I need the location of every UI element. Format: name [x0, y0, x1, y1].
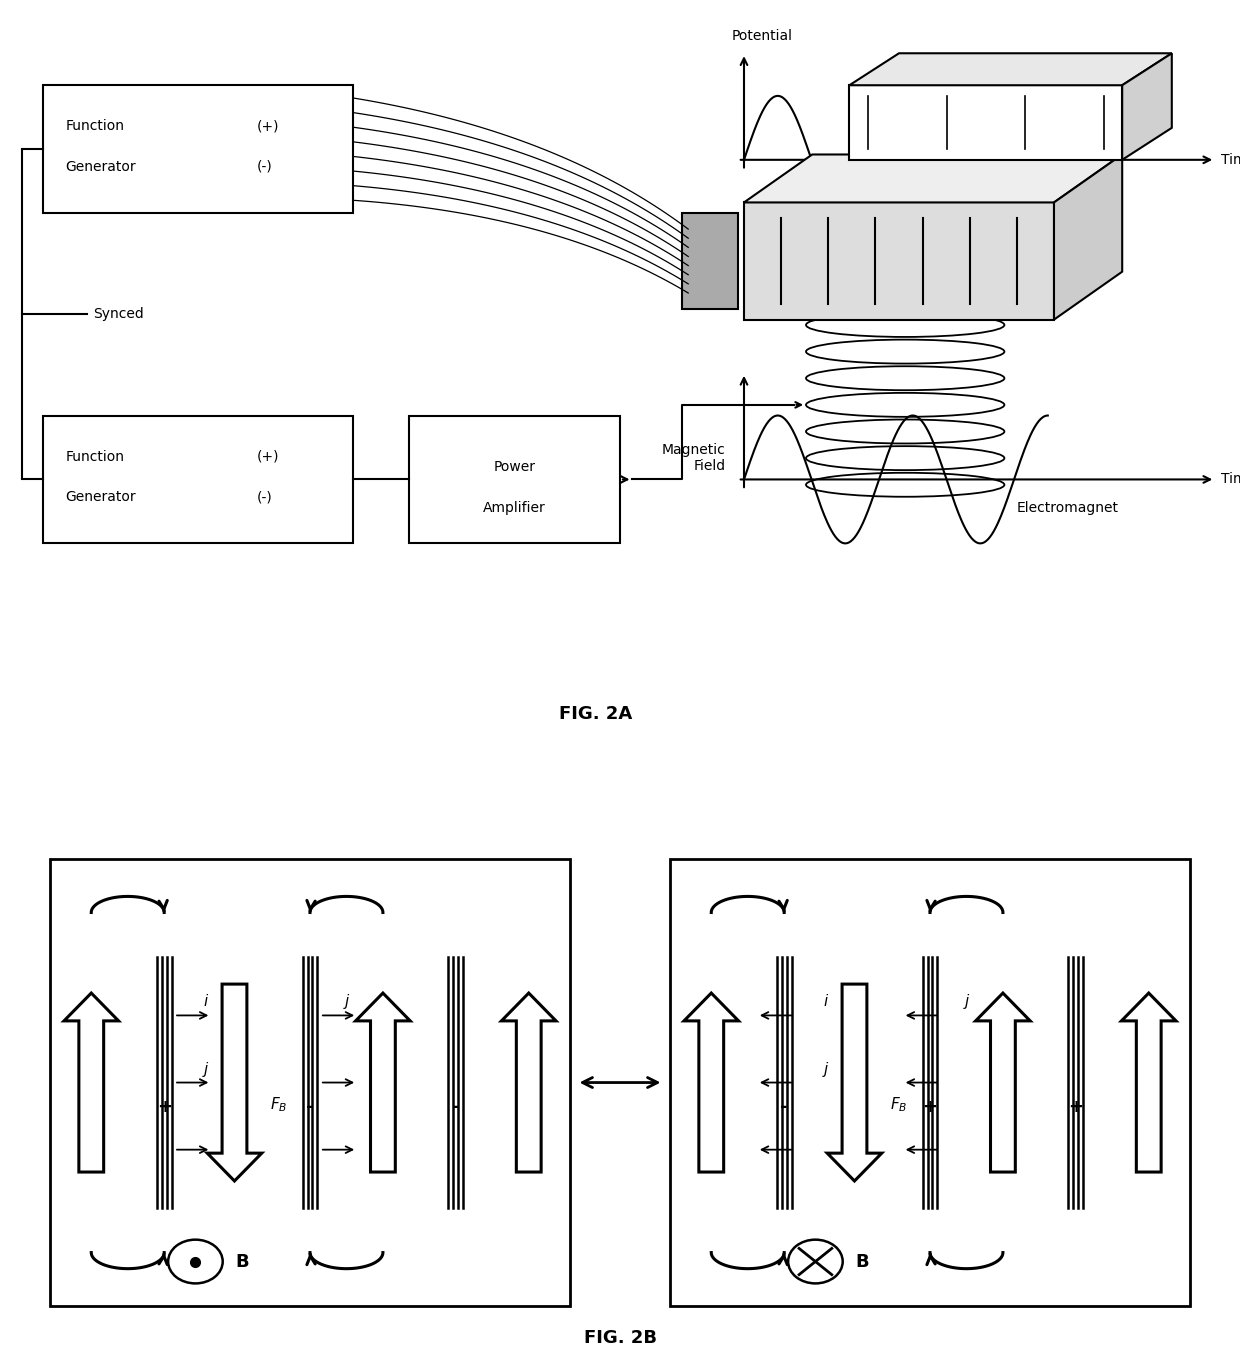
Text: Amplifier: Amplifier	[484, 500, 546, 515]
Text: Potential: Potential	[732, 28, 792, 42]
Bar	[50, 858, 570, 1306]
Ellipse shape	[806, 419, 1004, 443]
Text: -: -	[306, 1098, 314, 1116]
Text: Electromagnet: Electromagnet	[1017, 500, 1118, 515]
Text: $F_B$: $F_B$	[270, 1096, 288, 1115]
Text: Function: Function	[66, 450, 125, 464]
Text: (+): (+)	[257, 450, 279, 464]
Text: j: j	[203, 1062, 208, 1077]
Polygon shape	[356, 993, 410, 1172]
Text: FIG. 2A: FIG. 2A	[558, 705, 632, 723]
Polygon shape	[1121, 993, 1176, 1172]
Text: -: -	[453, 1098, 460, 1116]
Text: B: B	[236, 1253, 249, 1271]
Text: +: +	[923, 1098, 937, 1116]
Text: (+): (+)	[257, 119, 279, 133]
Text: Power: Power	[494, 460, 536, 475]
Polygon shape	[64, 993, 119, 1172]
FancyBboxPatch shape	[43, 85, 353, 213]
Polygon shape	[827, 984, 882, 1181]
Polygon shape	[849, 53, 1172, 85]
Text: (-): (-)	[257, 490, 273, 504]
Polygon shape	[207, 984, 262, 1181]
FancyBboxPatch shape	[409, 415, 620, 544]
Polygon shape	[744, 155, 1122, 202]
Polygon shape	[1054, 155, 1122, 320]
Ellipse shape	[806, 473, 1004, 496]
Text: Synced: Synced	[93, 308, 144, 321]
Text: i: i	[823, 994, 828, 1009]
Text: j: j	[345, 994, 348, 1009]
FancyBboxPatch shape	[43, 415, 353, 544]
Text: B: B	[856, 1253, 869, 1271]
Polygon shape	[744, 202, 1054, 320]
Polygon shape	[849, 85, 1122, 160]
Polygon shape	[976, 993, 1030, 1172]
Text: Magnetic
Field: Magnetic Field	[662, 443, 725, 473]
Text: Time: Time	[1221, 472, 1240, 487]
Ellipse shape	[806, 366, 1004, 391]
Bar	[682, 213, 738, 309]
Text: FIG. 2B: FIG. 2B	[584, 1329, 656, 1347]
Polygon shape	[1122, 53, 1172, 160]
Text: (-): (-)	[257, 160, 273, 174]
Text: j: j	[965, 994, 968, 1009]
Polygon shape	[684, 993, 739, 1172]
Text: i: i	[203, 994, 208, 1009]
Text: Time: Time	[1221, 153, 1240, 167]
Text: Generator: Generator	[66, 490, 136, 504]
Ellipse shape	[806, 393, 1004, 416]
Text: Generator: Generator	[66, 160, 136, 174]
Bar	[670, 858, 1190, 1306]
Text: j: j	[823, 1062, 828, 1077]
Text: $F_B$: $F_B$	[890, 1096, 908, 1115]
Text: +: +	[1069, 1098, 1084, 1116]
Text: Function: Function	[66, 119, 125, 133]
Text: -: -	[780, 1098, 787, 1116]
Ellipse shape	[806, 339, 1004, 363]
Polygon shape	[501, 993, 556, 1172]
Ellipse shape	[806, 446, 1004, 471]
Text: +: +	[156, 1098, 171, 1116]
